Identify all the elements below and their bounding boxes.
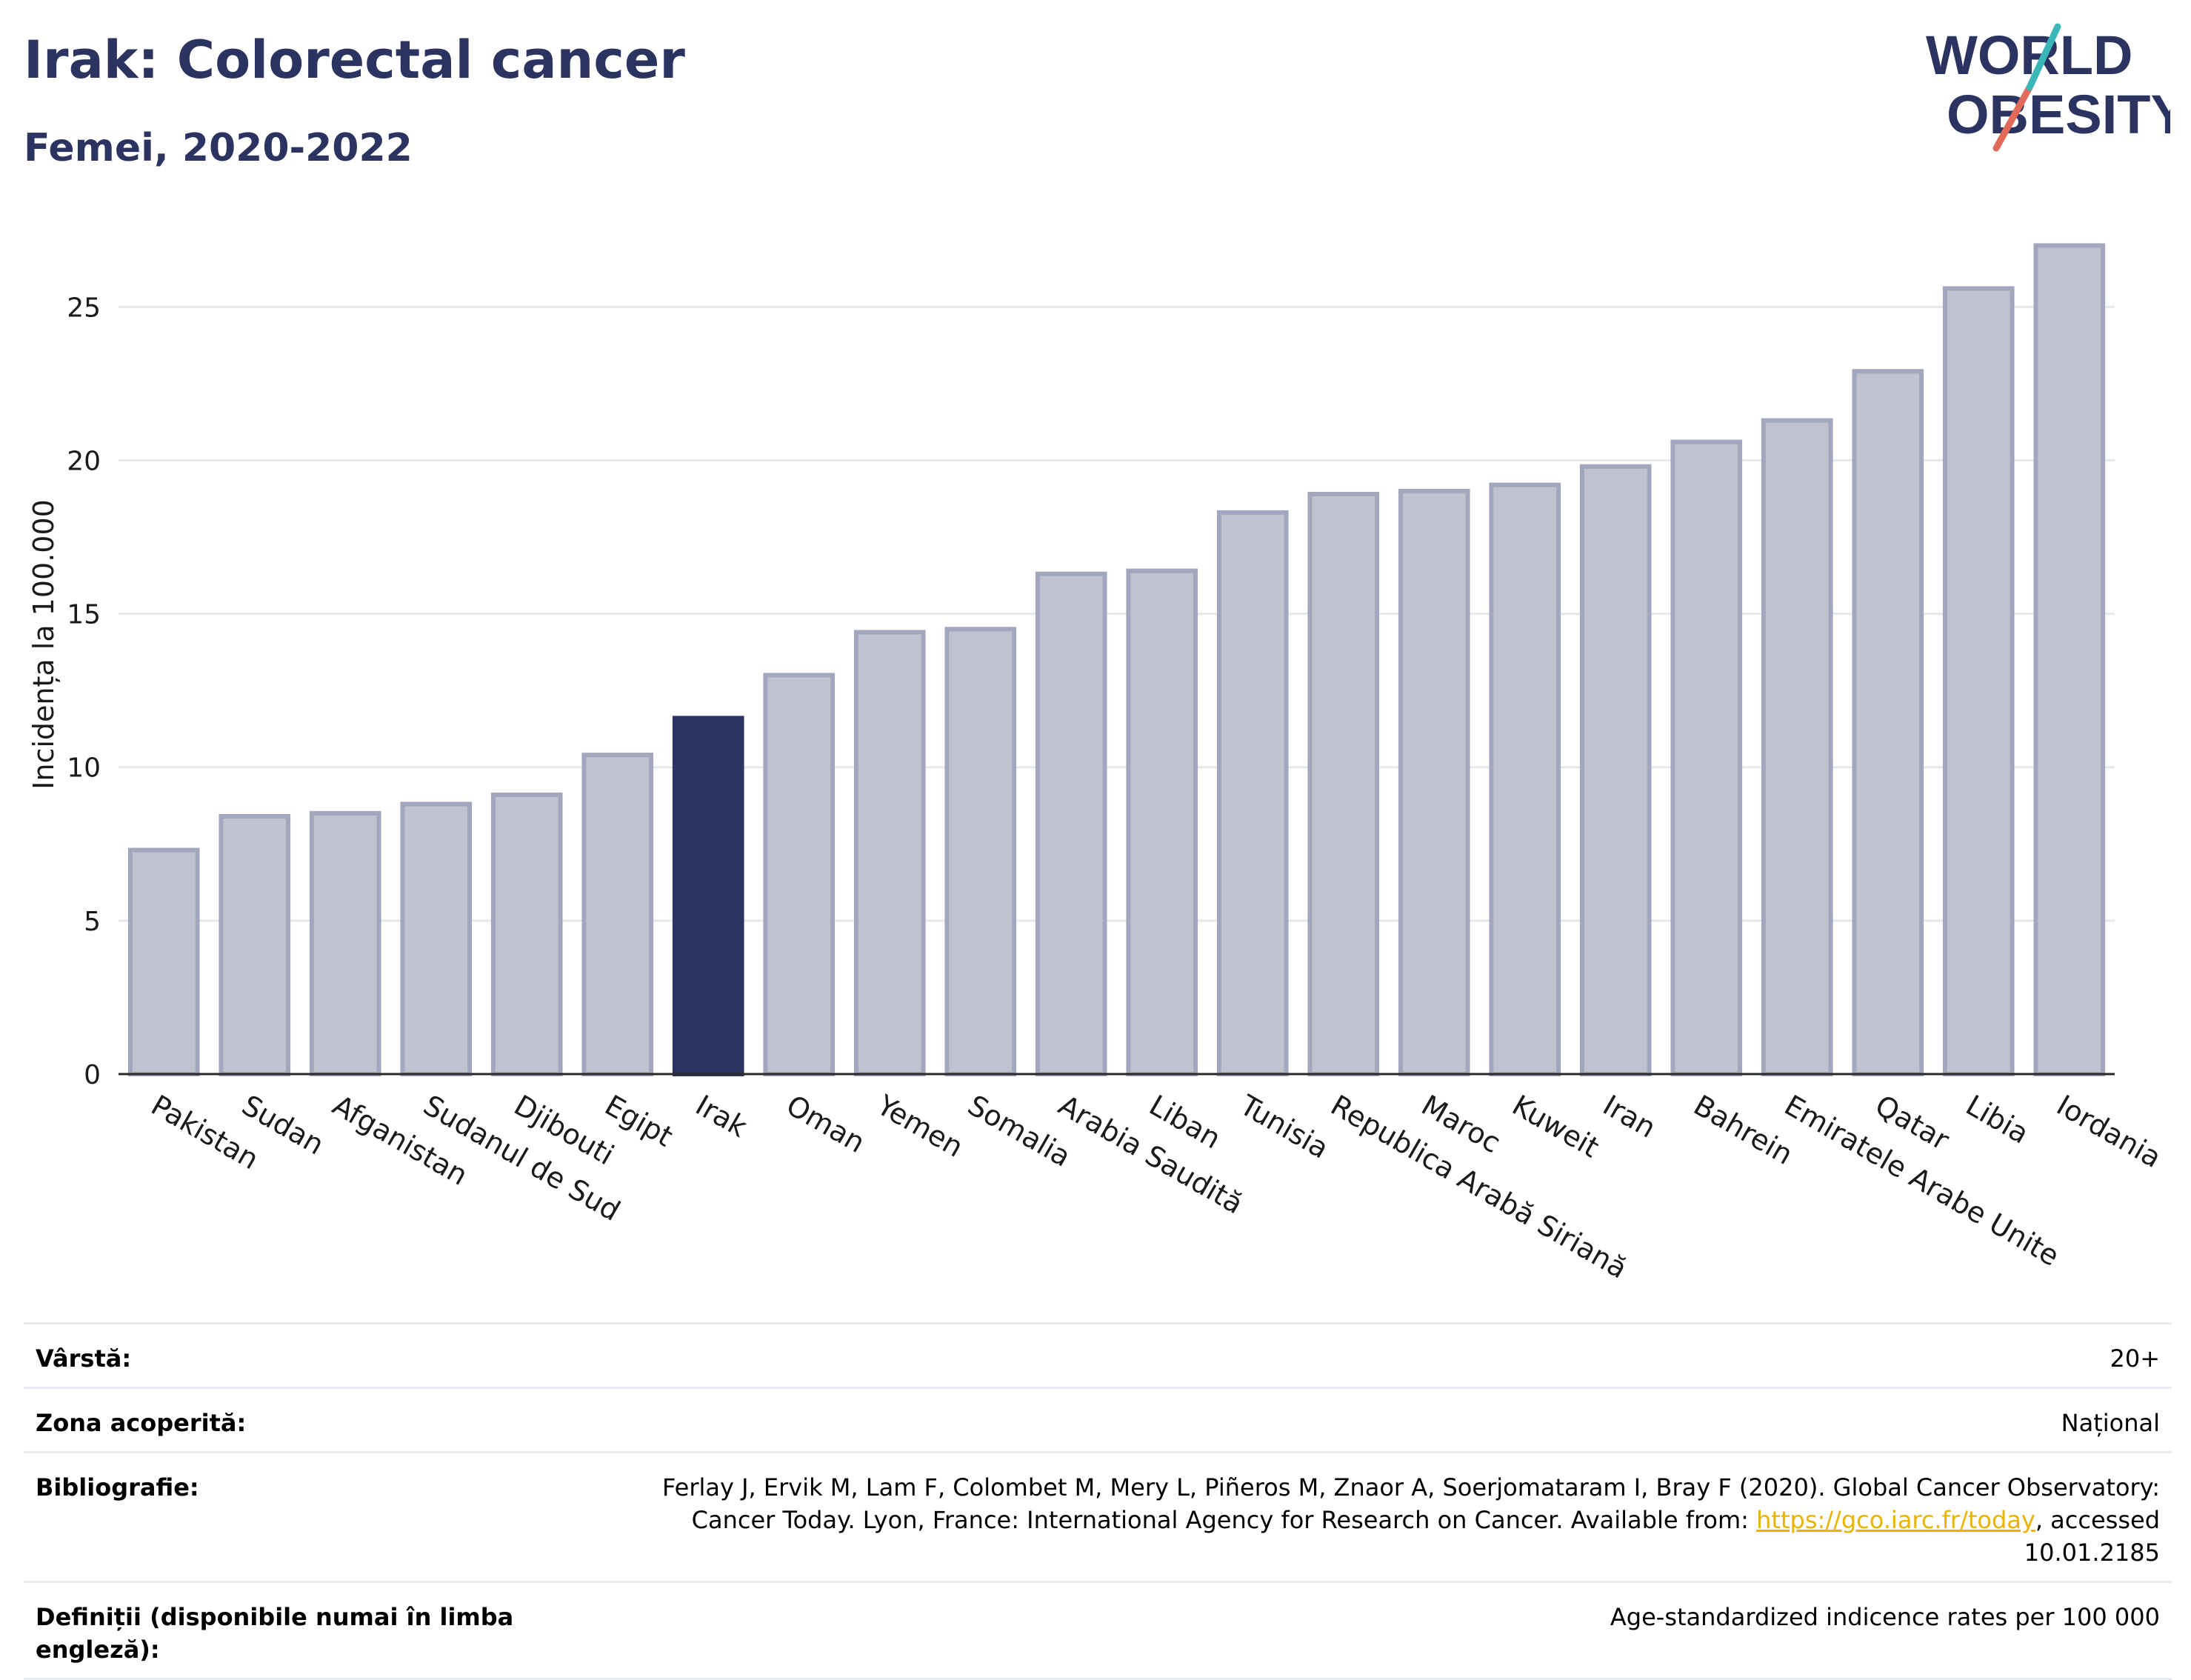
x-tick-label: Yemen xyxy=(871,1088,969,1164)
x-tick-label: Oman xyxy=(781,1089,870,1159)
x-tick-label: Iordania xyxy=(2051,1089,2167,1174)
page-title: Irak: Colorectal cancer xyxy=(24,30,685,90)
y-tick-label: 25 xyxy=(67,293,101,323)
logo-line1: WORLD xyxy=(1926,24,2133,86)
x-tick-label: Iran xyxy=(1598,1089,1661,1144)
bar-chart: 0510152025PakistanSudanAfganistanSudanul… xyxy=(27,243,2167,1285)
bibliography-value: Ferlay J, Ervik M, Lam F, Colombet M, Me… xyxy=(604,1471,2160,1569)
meta-row-age: Vârstă: 20+ xyxy=(24,1322,2172,1387)
bar-somalia xyxy=(944,627,1017,1076)
bar-arabia-saudită xyxy=(1035,571,1107,1076)
x-tick-label: Libia xyxy=(1961,1089,2035,1150)
logo-line2: OBESITY xyxy=(1947,84,2170,145)
bar-republica-arabă-siriană xyxy=(1307,492,1380,1076)
coverage-value: Național xyxy=(2061,1409,2160,1437)
bar-libia xyxy=(1942,286,2015,1076)
world-obesity-logo: WORLD OBESITY xyxy=(1926,23,2170,152)
bar-djibouti xyxy=(490,793,563,1076)
bibliography-accessed: , accessed 10.01.2185 xyxy=(2024,1506,2160,1567)
y-tick-label: 15 xyxy=(67,600,101,630)
bar-oman xyxy=(763,673,836,1076)
bar-qatar xyxy=(1852,369,1924,1076)
logo-slash-red xyxy=(1992,84,2033,152)
bibliography-text: Ferlay J, Ervik M, Lam F, Colombet M, Me… xyxy=(662,1473,2160,1534)
bar-iran xyxy=(1579,464,1652,1076)
bar-pakistan xyxy=(127,847,200,1076)
page-subtitle: Femei, 2020-2022 xyxy=(24,126,413,170)
age-value: 20+ xyxy=(2110,1344,2160,1373)
meta-row-bibliography: Bibliografie: Ferlay J, Ervik M, Lam F, … xyxy=(24,1451,2172,1581)
x-tick-label: Kuweit xyxy=(1507,1089,1604,1164)
bar-liban xyxy=(1126,568,1198,1076)
bar-kuweit xyxy=(1489,482,1561,1076)
y-tick-label: 20 xyxy=(67,446,101,476)
x-tick-label: Irak xyxy=(690,1089,753,1144)
bar-iordania xyxy=(2033,243,2106,1076)
bar-emiratele-arabe-unite xyxy=(1761,418,1833,1076)
y-tick-label: 5 xyxy=(84,907,101,937)
coverage-label: Zona acoperită: xyxy=(36,1409,247,1437)
bars-layer xyxy=(127,243,2106,1077)
logo-slash-teal xyxy=(2026,23,2061,91)
bar-yemen xyxy=(853,630,926,1076)
x-tick-label: Somalia xyxy=(962,1089,1076,1173)
meta-row-definitions: Definiții (disponibile numai în limba en… xyxy=(24,1581,2172,1680)
metadata-table: Vârstă: 20+ Zona acoperită: Național Bib… xyxy=(24,1322,2172,1680)
y-tick-label: 0 xyxy=(84,1060,101,1090)
bar-tunisia xyxy=(1216,510,1289,1076)
x-tick-label: Tunisia xyxy=(1234,1088,1334,1165)
y-axis-label: Incidența la 100.000 xyxy=(27,499,60,790)
definitions-label: Definiții (disponibile numai în limba en… xyxy=(36,1603,514,1664)
bar-maroc xyxy=(1398,488,1470,1076)
axis-layer: 0510152025PakistanSudanAfganistanSudanul… xyxy=(67,293,2167,1284)
bar-afganistan xyxy=(309,810,381,1077)
bar-egipt xyxy=(581,753,654,1077)
bar-bahrein xyxy=(1670,439,1743,1076)
bibliography-link[interactable]: https://gco.iarc.fr/today xyxy=(1756,1506,2035,1534)
meta-row-coverage: Zona acoperită: Național xyxy=(24,1387,2172,1451)
y-tick-label: 10 xyxy=(67,753,101,784)
bar-irak xyxy=(672,716,744,1077)
bibliography-label: Bibliografie: xyxy=(36,1473,199,1501)
age-label: Vârstă: xyxy=(36,1344,132,1373)
bar-sudan xyxy=(219,814,291,1076)
definitions-value: Age-standardized indicence rates per 100… xyxy=(1610,1603,2160,1631)
x-tick-label: Bahrein xyxy=(1688,1089,1798,1171)
bar-sudanul-de-sud xyxy=(400,801,473,1077)
